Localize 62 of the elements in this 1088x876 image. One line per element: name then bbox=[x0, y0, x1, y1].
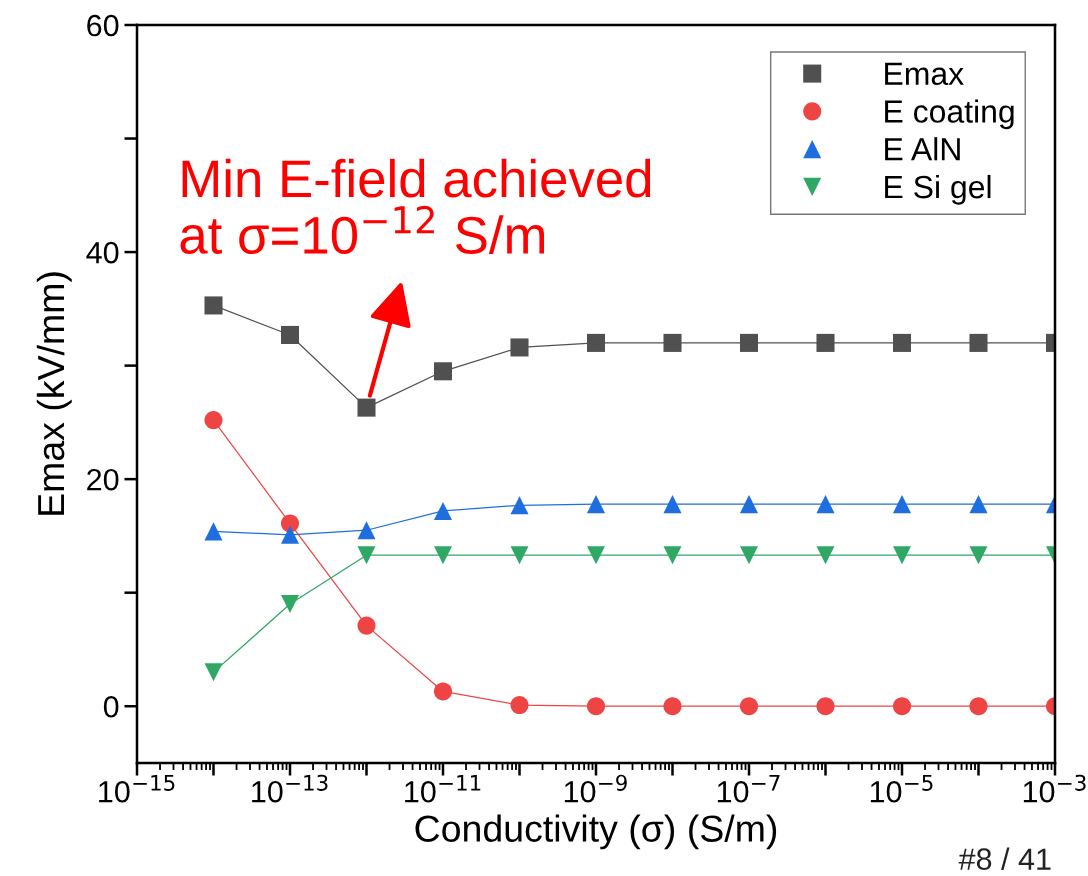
point bbox=[433, 546, 453, 565]
point bbox=[969, 697, 988, 716]
point bbox=[357, 398, 376, 417]
point bbox=[586, 333, 606, 352]
point bbox=[663, 333, 682, 352]
point bbox=[586, 546, 606, 565]
point bbox=[510, 496, 529, 515]
point bbox=[204, 663, 223, 682]
y-axis-title: Emax (kV/mm) bbox=[36, 272, 72, 515]
y-tick-label: 60 bbox=[87, 14, 119, 37]
point bbox=[357, 546, 376, 565]
point bbox=[739, 697, 759, 716]
point bbox=[663, 495, 682, 514]
point bbox=[510, 546, 529, 565]
point bbox=[663, 546, 682, 565]
point bbox=[280, 325, 300, 344]
point bbox=[892, 697, 912, 716]
point bbox=[739, 495, 759, 514]
annotation: Min E-field achieved at σ=10$^{−12}$ S/m bbox=[180, 158, 651, 255]
point bbox=[204, 411, 223, 430]
point bbox=[816, 697, 835, 716]
point bbox=[816, 495, 835, 514]
point bbox=[739, 546, 759, 565]
point bbox=[969, 333, 988, 352]
point bbox=[433, 682, 453, 701]
point bbox=[204, 296, 223, 315]
x-tick-label: 10$^{−7}$ bbox=[717, 775, 780, 803]
text: #8 / 41 bbox=[958, 847, 1051, 870]
point bbox=[357, 616, 376, 635]
point bbox=[280, 525, 300, 544]
point bbox=[892, 333, 912, 352]
y-tick-label: 0 bbox=[103, 695, 119, 718]
point bbox=[280, 595, 300, 614]
point bbox=[586, 495, 606, 514]
legend-label: E Si gel bbox=[885, 174, 991, 205]
point bbox=[969, 546, 988, 565]
x-tick-label: 10$^{−3}$ bbox=[1023, 774, 1086, 803]
point bbox=[892, 495, 912, 514]
point bbox=[433, 501, 453, 520]
legend-label: Emax bbox=[885, 62, 964, 86]
point bbox=[739, 333, 759, 352]
point bbox=[510, 696, 529, 715]
y-tick-label: 20 bbox=[87, 468, 119, 491]
x-tick-label: 10$^{−5}$ bbox=[870, 775, 933, 803]
point bbox=[816, 333, 835, 352]
x-tick-label: 10$^{−11}$ bbox=[405, 775, 481, 803]
legend-label: E coating bbox=[885, 99, 1014, 130]
point bbox=[969, 495, 988, 514]
x-tick-label: 10$^{−13}$ bbox=[252, 774, 328, 803]
legend-label: E AlN bbox=[885, 137, 960, 161]
point bbox=[204, 522, 223, 541]
point bbox=[433, 362, 453, 381]
point bbox=[357, 521, 376, 540]
x-tick-label: 10$^{−15}$ bbox=[99, 775, 175, 803]
x-axis-title: Conductivity (σ) (S/m) bbox=[415, 814, 777, 850]
point bbox=[586, 697, 606, 716]
point bbox=[816, 546, 835, 565]
x-tick-label: 10$^{−9}$ bbox=[564, 774, 627, 803]
point bbox=[892, 546, 912, 565]
point bbox=[510, 338, 529, 357]
point bbox=[663, 697, 682, 716]
y-tick-label: 40 bbox=[86, 241, 119, 264]
